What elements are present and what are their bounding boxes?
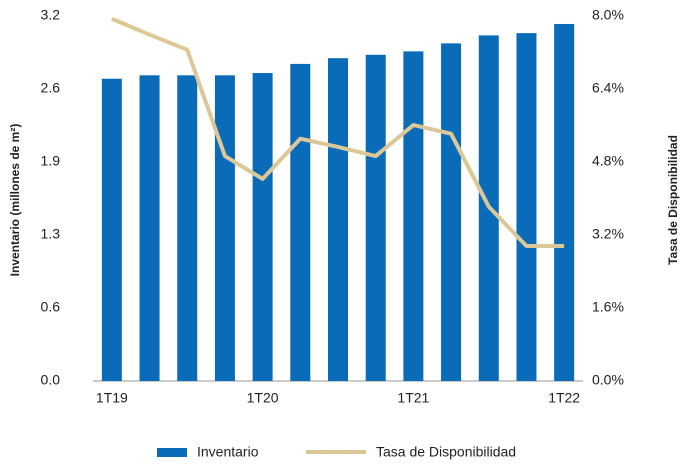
y-tick-label: 3.2 — [41, 7, 61, 23]
y2-tick-label: 0.0% — [592, 372, 624, 388]
y2-tick-label: 6.4% — [592, 80, 624, 96]
y2-tick-label: 8.0% — [592, 7, 624, 23]
bar — [328, 58, 348, 381]
y2-tick-label: 4.8% — [592, 153, 624, 169]
legend-label: Tasa de Disponibilidad — [376, 444, 516, 460]
bar — [290, 63, 311, 381]
y2-axis-title: Tasa de Disponibilidad — [666, 135, 680, 265]
y-tick-label: 1.9 — [41, 153, 61, 169]
bar — [252, 73, 273, 381]
y2-tick-label: 3.2% — [592, 226, 624, 242]
bar — [101, 78, 122, 381]
line — [111, 16, 565, 248]
bar — [516, 33, 537, 381]
legend-label: Inventario — [197, 444, 259, 460]
legend-swatch — [157, 448, 187, 457]
bar — [365, 54, 386, 381]
y2-tick-label: 1.6% — [592, 299, 624, 315]
x-tick-label: 1T22 — [548, 390, 580, 406]
bar — [214, 75, 235, 381]
bar — [177, 75, 198, 381]
bar — [403, 51, 424, 381]
y-tick-label: 1.3 — [41, 226, 61, 242]
bar — [139, 75, 160, 381]
y-tick-label: 2.6 — [41, 80, 61, 96]
x-tick-label: 1T20 — [247, 390, 279, 406]
y-axis-title: Inventario (millones de m²) — [8, 124, 22, 277]
x-tick-label: 1T19 — [96, 390, 128, 406]
x-tick-label: 1T21 — [397, 390, 429, 406]
y-tick-label: 0.0 — [41, 372, 61, 388]
y-tick-label: 0.6 — [41, 299, 61, 315]
bar — [441, 43, 462, 381]
bar — [554, 23, 575, 381]
